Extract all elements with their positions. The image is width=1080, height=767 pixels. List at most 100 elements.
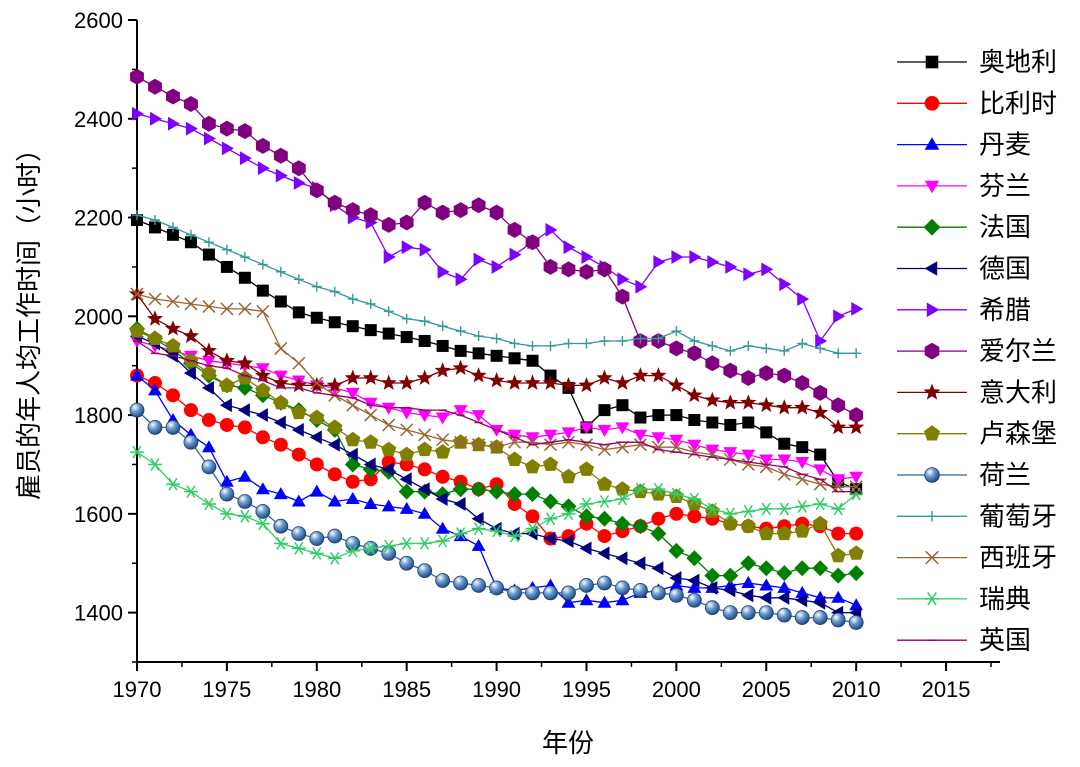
data-point bbox=[184, 297, 198, 311]
data-point bbox=[543, 585, 558, 601]
y-tick-label: 1600 bbox=[74, 502, 123, 527]
data-point bbox=[687, 580, 702, 593]
data-point bbox=[724, 418, 737, 431]
data-point bbox=[615, 580, 630, 596]
data-point bbox=[383, 250, 396, 264]
data-point bbox=[363, 434, 379, 449]
data-point bbox=[183, 366, 196, 380]
data-point bbox=[722, 567, 739, 584]
data-point bbox=[149, 215, 160, 226]
data-point bbox=[382, 418, 396, 432]
data-point bbox=[435, 521, 450, 534]
data-point bbox=[399, 407, 414, 420]
data-point bbox=[132, 210, 142, 221]
data-point bbox=[614, 481, 630, 496]
data-point bbox=[526, 435, 540, 449]
data-point bbox=[345, 387, 360, 400]
data-point bbox=[435, 412, 450, 425]
series-15 bbox=[133, 340, 861, 493]
data-point bbox=[741, 457, 755, 471]
data-point bbox=[742, 416, 755, 429]
x-tick-label: 2005 bbox=[742, 677, 791, 702]
data-point bbox=[812, 610, 828, 625]
data-point bbox=[255, 503, 271, 519]
data-point bbox=[167, 222, 178, 233]
data-point bbox=[165, 420, 181, 435]
data-point bbox=[761, 343, 772, 354]
data-point bbox=[132, 106, 144, 121]
data-point bbox=[293, 274, 304, 285]
data-point bbox=[273, 394, 289, 410]
data-point bbox=[362, 369, 379, 385]
data-point bbox=[561, 585, 576, 601]
data-point bbox=[256, 304, 270, 318]
data-point bbox=[416, 369, 433, 385]
data-point bbox=[435, 573, 451, 588]
data-point bbox=[272, 374, 289, 390]
data-point bbox=[650, 525, 667, 542]
data-point bbox=[597, 495, 612, 508]
data-point bbox=[164, 320, 181, 336]
data-point bbox=[704, 567, 721, 584]
data-point bbox=[542, 374, 559, 390]
y-tick-label: 1800 bbox=[74, 403, 123, 428]
data-point bbox=[238, 302, 252, 316]
data-point bbox=[274, 295, 287, 308]
data-point bbox=[507, 585, 522, 601]
data-point bbox=[201, 365, 217, 380]
data-point bbox=[833, 348, 844, 359]
data-point bbox=[794, 523, 810, 538]
data-point bbox=[777, 454, 792, 467]
data-point bbox=[598, 404, 611, 417]
data-point bbox=[273, 147, 288, 164]
data-point bbox=[436, 339, 449, 352]
data-point bbox=[849, 407, 864, 424]
data-point bbox=[453, 497, 466, 511]
data-point bbox=[200, 342, 217, 358]
data-point bbox=[617, 336, 628, 346]
data-point bbox=[399, 472, 412, 487]
data-point bbox=[434, 362, 451, 378]
data-point bbox=[291, 423, 304, 437]
legend-label: 瑞典 bbox=[979, 585, 1031, 615]
data-point bbox=[543, 438, 558, 452]
data-point bbox=[671, 326, 682, 337]
data-point bbox=[833, 309, 846, 324]
data-point bbox=[452, 359, 469, 375]
data-point bbox=[472, 347, 485, 360]
data-point bbox=[471, 578, 487, 593]
data-point bbox=[182, 327, 199, 343]
legend-marker bbox=[925, 55, 939, 69]
legend-marker bbox=[926, 302, 940, 318]
data-point bbox=[579, 438, 594, 452]
data-point bbox=[220, 302, 234, 316]
data-point bbox=[237, 494, 253, 509]
data-point bbox=[633, 438, 647, 452]
data-point bbox=[399, 555, 415, 571]
data-point bbox=[329, 286, 340, 297]
data-point bbox=[815, 334, 828, 348]
data-point bbox=[743, 267, 756, 282]
data-point bbox=[509, 247, 522, 262]
data-point bbox=[831, 526, 846, 541]
data-point bbox=[653, 255, 666, 269]
data-point bbox=[777, 367, 792, 384]
data-point bbox=[218, 352, 235, 368]
data-point bbox=[615, 492, 630, 506]
data-point bbox=[740, 605, 756, 621]
legend-item: 德国 bbox=[897, 255, 1031, 285]
data-point bbox=[543, 429, 558, 442]
x-tick-label: 1975 bbox=[202, 677, 251, 702]
legend-label: 比利时 bbox=[979, 89, 1057, 119]
data-point bbox=[614, 374, 631, 390]
data-point bbox=[507, 429, 522, 442]
data-point bbox=[273, 518, 289, 534]
data-point bbox=[831, 480, 845, 494]
data-point bbox=[327, 194, 342, 211]
legend-item: 西班牙 bbox=[897, 544, 1057, 574]
data-point bbox=[669, 571, 682, 585]
data-point bbox=[651, 511, 666, 526]
data-point bbox=[597, 595, 612, 608]
data-point bbox=[237, 509, 252, 523]
